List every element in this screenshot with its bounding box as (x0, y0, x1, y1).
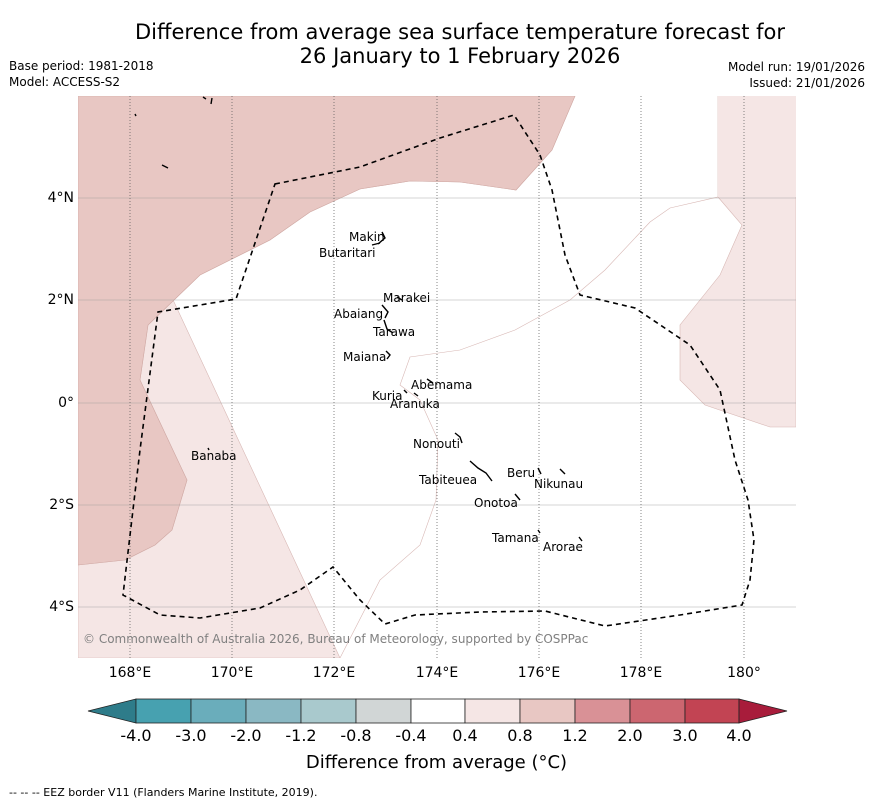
colorbar-seg-3 (245, 698, 302, 724)
lon-label-170e: 170°E (210, 665, 254, 681)
title-line-2: 26 January to 1 February 2026 (299, 44, 621, 68)
island-label-abemama: Abemama (411, 378, 473, 392)
colorbar-tick-11: 3.0 (672, 726, 698, 745)
island-shape-butaritari (371, 242, 381, 246)
island-shape-tabiteuea (469, 460, 493, 482)
lon-label-176e: 176°E (517, 665, 561, 681)
colorbar-tick-5: -0.8 (340, 726, 372, 745)
meta-right: Model run: 19/01/2026 Issued: 21/01/2026 (728, 59, 865, 91)
title-line-1: Difference from average sea surface temp… (135, 20, 785, 44)
lon-label-180: 180° (727, 665, 761, 681)
copyright-notice: © Commonwealth of Australia 2026, Bureau… (83, 632, 589, 646)
colorbar-seg-11 (684, 698, 740, 724)
island-shape-aranuka (413, 392, 419, 397)
island-shape-arorae (578, 536, 583, 542)
island-shape-beru (537, 467, 542, 475)
colorbar-seg-8 (519, 698, 576, 724)
lon-label-178e: 178°E (619, 665, 663, 681)
island-shape-nonouti (454, 432, 463, 444)
colorbar-tick-9: 1.2 (562, 726, 588, 745)
colorbar-extend-low (87, 698, 137, 724)
island-shape-nikunau (559, 468, 566, 475)
model-run: Model run: 19/01/2026 (727, 60, 865, 74)
island-shape-north-2 (210, 97, 213, 105)
colorbar-title: Difference from average (°C) (305, 752, 568, 773)
island-label-abaiang: Abaiang (334, 307, 384, 321)
island-shape-abemama (426, 378, 434, 384)
colorbar-seg-5 (355, 698, 412, 724)
lon-label-174e: 174°E (415, 665, 459, 681)
island-shape-north-1 (202, 96, 207, 100)
island-label-tamana: Tamana (492, 531, 539, 545)
island-shape-north-4 (161, 164, 169, 169)
island-shape-makin (377, 231, 386, 245)
lat-label-4s: 4°S (49, 599, 74, 615)
island-shape-north-3 (134, 113, 137, 117)
colorbar-seg-2 (190, 698, 247, 724)
colorbar-tick-7: 0.4 (452, 726, 478, 745)
eez-border (122, 114, 755, 627)
colorbar-seg-6 (410, 698, 466, 724)
island-label-banaba: Banaba (191, 449, 237, 463)
island-shape-tamana (537, 529, 541, 534)
island-label-tarawa: Tarawa (373, 325, 416, 339)
island-label-aranuka: Aranuka (390, 397, 440, 411)
colorbar-tick-6: -0.4 (395, 726, 427, 745)
eez-legend-note: -- -- -- EEZ border V11 (Flanders Marine… (9, 786, 318, 799)
lat-label-2s: 2°S (49, 497, 74, 513)
map-area (78, 96, 796, 658)
model-name: Model: ACCESS-S2 (9, 75, 121, 89)
island-label-tabiteuea: Tabiteuea (419, 473, 478, 487)
meta-left: Base period: 1981-2018 Model: ACCESS-S2 (9, 58, 154, 90)
lon-label-168e: 168°E (108, 665, 152, 681)
colorbar-extend-high (738, 698, 788, 724)
island-label-arorae: Arorae (543, 540, 583, 554)
colorbar-seg-9 (574, 698, 631, 724)
lat-label-0: 0° (58, 395, 74, 411)
lat-label-2n: 2°N (47, 292, 74, 308)
island-label-kuria: Kuria (372, 389, 403, 403)
island-outlines (134, 96, 583, 542)
island-label-beru: Beru (507, 466, 536, 480)
colorbar-tick-10: 2.0 (617, 726, 643, 745)
colorbar-tick-12: 4.0 (726, 726, 752, 745)
colorbar-tick-3: -2.0 (230, 726, 262, 745)
colorbar-tick-2: -3.0 (175, 726, 207, 745)
island-label-butaritari: Butaritari (319, 246, 376, 260)
anomaly-region-0-8-to-1-2 (78, 96, 576, 566)
island-shape-banaba (207, 447, 210, 451)
island-label-onotoa: Onotoa (474, 496, 518, 510)
colorbar-seg-7 (464, 698, 521, 724)
colorbar-tick-8: 0.8 (507, 726, 533, 745)
colorbar-seg-4 (300, 698, 357, 724)
island-shape-tarawa (383, 319, 394, 334)
issued-date: Issued: 21/01/2026 (749, 76, 865, 90)
island-label-maiana: Maiana (343, 350, 387, 364)
island-shape-abaiang (381, 304, 389, 319)
lon-gridlines (129, 96, 745, 658)
base-period: Base period: 1981-2018 (9, 59, 154, 73)
colorbar-tick-1: -4.0 (120, 726, 152, 745)
lat-label-4n: 4°N (47, 190, 74, 206)
island-shape-kuria (403, 389, 408, 394)
colorbar-tick-4: -1.2 (285, 726, 317, 745)
island-label-makin: Makin (349, 230, 385, 244)
island-shape-marakei (396, 296, 403, 301)
chart-title: Difference from average sea surface temp… (0, 20, 873, 68)
island-label-marakei: Marakei (383, 291, 431, 305)
island-shape-onotoa (514, 493, 521, 501)
colorbar-seg-10 (629, 698, 686, 724)
colorbar-seg-1 (135, 698, 192, 724)
lon-label-172e: 172°E (312, 665, 356, 681)
island-shape-maiana (385, 350, 391, 360)
island-label-nikunau: Nikunau (534, 477, 584, 491)
island-label-nonouti: Nonouti (413, 437, 460, 451)
anomaly-region-0-4-to-0-8-east (718, 96, 796, 197)
colorbar (87, 698, 788, 724)
